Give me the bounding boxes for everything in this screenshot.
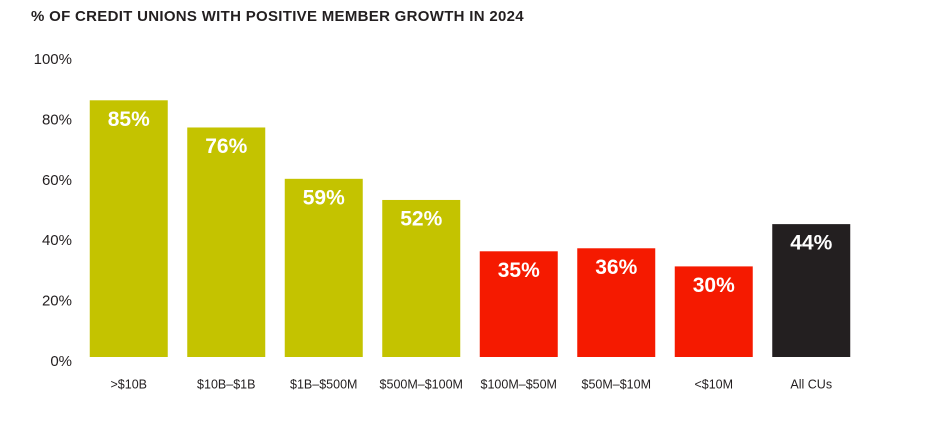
value-label: 85% [108,108,150,131]
x-tick-label: >$10B [111,377,148,391]
value-label: 52% [400,208,442,231]
value-label: 44% [790,232,832,255]
value-label: 30% [693,274,735,297]
x-tick-label: $50M–$10M [582,377,652,391]
bar [284,178,363,357]
chart-title: % OF CREDIT UNIONS WITH POSITIVE MEMBER … [31,8,524,25]
y-tick-label: 0% [50,353,72,370]
x-tick-label: $500M–$100M [380,377,463,391]
bar [772,224,851,357]
y-tick-label: 100% [34,51,72,68]
value-label: 35% [498,259,540,282]
y-tick-label: 80% [42,111,72,128]
y-tick-label: 60% [42,172,72,189]
value-label: 36% [595,256,637,279]
bar [577,248,656,357]
x-tick-label: $1B–$500M [290,377,357,391]
bar [674,266,753,357]
bar [187,127,266,357]
bar [479,251,558,357]
bar [382,199,461,357]
x-tick-label: $10B–$1B [197,377,255,391]
value-label: 76% [205,135,247,158]
x-tick-label: <$10M [694,377,733,391]
y-tick-label: 40% [42,232,72,249]
y-tick-label: 20% [42,293,72,310]
x-tick-label: All CUs [790,377,832,391]
value-label: 59% [303,186,345,209]
bar [89,100,168,358]
x-tick-label: $100M–$50M [481,377,557,391]
